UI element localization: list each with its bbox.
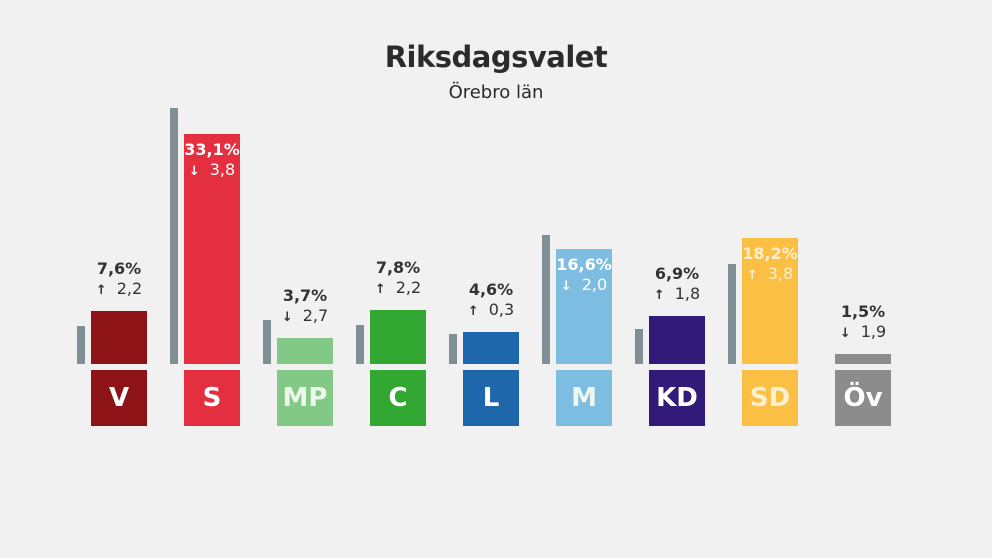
previous-bar-M — [542, 234, 550, 364]
value-percent: 6,9% — [654, 264, 700, 284]
previous-bar-S — [170, 107, 178, 364]
party-label-S: S — [184, 370, 240, 426]
value-label-L: 4,6% ↑ 0,3 — [456, 280, 526, 322]
value-label-C: 7,8% ↑ 2,2 — [363, 258, 433, 300]
value-percent: 3,7% — [282, 286, 328, 306]
value-percent: 7,8% — [375, 257, 421, 277]
arrow-up-icon: ↑ — [95, 283, 107, 299]
arrow-down-icon: ↓ — [839, 325, 851, 341]
party-label-V: V — [91, 370, 147, 426]
value-percent: 1,5% — [840, 301, 886, 321]
bar-V — [91, 311, 147, 364]
change-value: ↓ 2,0 — [549, 275, 619, 297]
value-percent: 18,2% — [742, 243, 798, 263]
value-percent: 16,6% — [556, 254, 612, 274]
value-label-SD: 18,2% ↑ 3,8 — [735, 244, 805, 286]
change-value: ↓ 2,7 — [270, 306, 340, 328]
previous-bar-MP — [263, 319, 271, 364]
chart-title: Riksdagsvalet — [384, 40, 608, 74]
party-label-L: L — [463, 370, 519, 426]
arrow-up-icon: ↑ — [467, 304, 479, 320]
party-label-MP: MP — [277, 370, 333, 426]
party-label-KD: KD — [649, 370, 705, 426]
bar-KD — [649, 316, 705, 364]
value-label-S: 33,1% ↓ 3,8 — [177, 140, 247, 182]
change-value: ↓ 1,9 — [828, 322, 898, 344]
bar-C — [370, 309, 426, 364]
bar-S — [184, 133, 240, 364]
change-value: ↑ 0,3 — [456, 300, 526, 322]
value-label-MP: 3,7% ↓ 2,7 — [270, 286, 340, 328]
bar-MP — [277, 338, 333, 364]
change-value: ↑ 3,8 — [735, 264, 805, 286]
arrow-down-icon: ↓ — [188, 163, 200, 179]
change-value: ↑ 2,2 — [363, 278, 433, 300]
change-value: ↑ 2,2 — [84, 279, 154, 301]
party-label-M: M — [556, 370, 612, 426]
arrow-down-icon: ↓ — [281, 310, 293, 326]
arrow-down-icon: ↓ — [560, 278, 572, 294]
bar-SD — [742, 237, 798, 364]
value-label-Öv: 1,5% ↓ 1,9 — [828, 302, 898, 344]
change-value: ↓ 3,8 — [177, 160, 247, 182]
bar-M — [556, 248, 612, 364]
bar-Öv — [835, 353, 891, 364]
previous-bar-C — [356, 325, 364, 364]
party-label-Öv: Öv — [835, 370, 891, 426]
value-percent: 33,1% — [184, 139, 240, 159]
value-label-KD: 6,9% ↑ 1,8 — [642, 264, 712, 306]
previous-bar-V — [77, 326, 85, 364]
arrow-up-icon: ↑ — [653, 288, 665, 304]
value-percent: 4,6% — [468, 280, 514, 300]
previous-bar-SD — [728, 263, 736, 364]
bar-L — [463, 332, 519, 364]
value-percent: 7,6% — [96, 259, 142, 279]
arrow-up-icon: ↑ — [746, 267, 758, 283]
value-label-M: 16,6% ↓ 2,0 — [549, 255, 619, 297]
party-label-SD: SD — [742, 370, 798, 426]
change-value: ↑ 1,8 — [642, 284, 712, 306]
previous-bar-L — [449, 334, 457, 364]
value-label-V: 7,6% ↑ 2,2 — [84, 259, 154, 301]
chart-subtitle: Örebro län — [448, 82, 544, 103]
party-label-C: C — [370, 370, 426, 426]
previous-bar-KD — [635, 328, 643, 364]
arrow-up-icon: ↑ — [374, 281, 386, 297]
